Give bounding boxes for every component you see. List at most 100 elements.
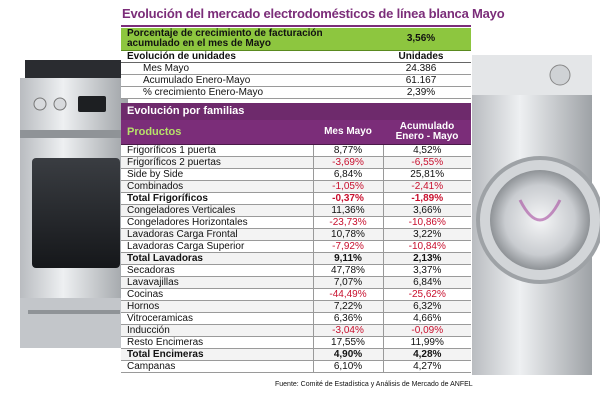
family-row: Vitroceramicas 6,36% 4,66% [121, 312, 471, 325]
families-panel: Evolución por familias Productos Mes May… [121, 103, 471, 373]
family-month-value: -23,73% [312, 216, 383, 229]
family-row: Lavavajillas 7,07% 6,84% [121, 276, 471, 289]
family-ytd-value: -1,89% [382, 192, 471, 205]
family-month-value: -3,04% [312, 324, 383, 337]
family-month-value: 6,36% [312, 312, 383, 325]
family-month-value: 7,22% [312, 300, 383, 313]
summary-row-value: 2,39% [371, 86, 471, 99]
family-row: Congeladores Verticales 11,36% 3,66% [121, 204, 471, 217]
family-name: Total Encimeras [121, 348, 313, 361]
family-month-value: 11,36% [312, 204, 383, 217]
title-underline [121, 25, 471, 27]
family-month-value: 6,84% [312, 168, 383, 181]
family-name: Vitroceramicas [121, 312, 313, 325]
families-header: Evolución por familias [121, 103, 471, 120]
family-month-value: 8,77% [312, 144, 383, 157]
growth-label: Porcentaje de crecimiento de facturación… [121, 28, 371, 51]
summary-panel: Porcentaje de crecimiento de facturación… [121, 28, 471, 99]
family-row: Campanas 6,10% 4,27% [121, 360, 471, 373]
family-ytd-value: 4,27% [382, 360, 471, 373]
family-ytd-value: 4,66% [382, 312, 471, 325]
family-name: Resto Encimeras [121, 336, 313, 349]
month-column-header: Mes Mayo [313, 120, 383, 145]
family-row: Lavadoras Carga Superior -7,92% -10,84% [121, 240, 471, 253]
family-row: Inducción -3,04% -0,09% [121, 324, 471, 337]
washing-machine-image [472, 55, 600, 375]
family-total-row: Total Frigoríficos -0,37% -1,89% [121, 192, 471, 205]
family-name: Total Frigoríficos [121, 192, 313, 205]
family-row: Frigoríficos 2 puertas -3,69% -6,55% [121, 156, 471, 169]
family-ytd-value: -0,09% [382, 324, 471, 337]
family-total-row: Total Lavadoras 9,11% 2,13% [121, 252, 471, 265]
family-ytd-value: -2,41% [382, 180, 471, 193]
family-name: Lavadoras Carga Superior [121, 240, 313, 253]
family-name: Frigoríficos 2 puertas [121, 156, 313, 169]
family-name: Lavavajillas [121, 276, 313, 289]
family-name: Inducción [121, 324, 313, 337]
family-name: Lavadoras Carga Frontal [121, 228, 313, 241]
family-ytd-value: 3,37% [382, 264, 471, 277]
family-month-value: -44,49% [312, 288, 383, 301]
family-month-value: 47,78% [312, 264, 383, 277]
page-title: Evolución del mercado electrodomésticos … [122, 6, 505, 21]
family-row: Hornos 7,22% 6,32% [121, 300, 471, 313]
family-ytd-value: -10,86% [382, 216, 471, 229]
family-row: Side by Side 6,84% 25,81% [121, 168, 471, 181]
family-name: Hornos [121, 300, 313, 313]
family-name: Side by Side [121, 168, 313, 181]
family-row: Cocinas -44,49% -25,62% [121, 288, 471, 301]
family-ytd-value: -25,62% [382, 288, 471, 301]
family-ytd-value: 4,52% [382, 144, 471, 157]
families-table-body: Frigoríficos 1 puerta 8,77% 4,52% Frigorífi… [121, 144, 471, 373]
family-month-value: 10,78% [312, 228, 383, 241]
family-row: Lavadoras Carga Frontal 10,78% 3,22% [121, 228, 471, 241]
family-month-value: -7,92% [312, 240, 383, 253]
family-row: Congeladores Horizontales -23,73% -10,86% [121, 216, 471, 229]
summary-row-value: 24.386 [371, 62, 471, 75]
summary-row-label: Acumulado Enero-Mayo [121, 74, 371, 87]
family-ytd-value: 3,22% [382, 228, 471, 241]
family-row: Secadoras 47,78% 3,37% [121, 264, 471, 277]
family-month-value: 17,55% [312, 336, 383, 349]
ytd-column-header: Acumulado Enero - Mayo [383, 120, 471, 145]
family-name: Frigoríficos 1 puerta [121, 144, 313, 157]
family-ytd-value: 2,13% [382, 252, 471, 265]
summary-row: Mes Mayo 24.386 [121, 62, 471, 75]
family-name: Congeladores Verticales [121, 204, 313, 217]
units-header: Evolución de unidades [121, 50, 371, 63]
summary-table: Porcentaje de crecimiento de facturación… [121, 28, 471, 99]
family-month-value: -3,69% [312, 156, 383, 169]
family-ytd-value: -10,84% [382, 240, 471, 253]
growth-row: Porcentaje de crecimiento de facturación… [121, 28, 471, 51]
family-ytd-value: 25,81% [382, 168, 471, 181]
family-month-value: 6,10% [312, 360, 383, 373]
summary-row-label: % crecimiento Enero-Mayo [121, 86, 371, 99]
families-table: Productos Mes Mayo Acumulado Enero - May… [121, 120, 471, 373]
family-name: Cocinas [121, 288, 313, 301]
family-name: Combinados [121, 180, 313, 193]
summary-row-value: 61.167 [371, 74, 471, 87]
units-column-header: Unidades [371, 50, 471, 63]
family-month-value: 9,11% [312, 252, 383, 265]
summary-row-label: Mes Mayo [121, 62, 371, 75]
units-header-row: Evolución de unidades Unidades [121, 50, 471, 63]
families-column-headers: Productos Mes Mayo Acumulado Enero - May… [121, 120, 471, 145]
family-month-value: -1,05% [312, 180, 383, 193]
family-ytd-value: 6,84% [382, 276, 471, 289]
family-row: Combinados -1,05% -2,41% [121, 180, 471, 193]
family-ytd-value: 11,99% [382, 336, 471, 349]
family-row: Resto Encimeras 17,55% 11,99% [121, 336, 471, 349]
family-ytd-value: 4,28% [382, 348, 471, 361]
family-month-value: 4,90% [312, 348, 383, 361]
stove-image [20, 60, 128, 348]
family-month-value: 7,07% [312, 276, 383, 289]
growth-value: 3,56% [371, 28, 471, 51]
family-name: Secadoras [121, 264, 313, 277]
family-ytd-value: -6,55% [382, 156, 471, 169]
source-note: Fuente: Comité de Estadística y Análisis… [275, 381, 473, 388]
summary-row: Acumulado Enero-Mayo 61.167 [121, 74, 471, 87]
family-month-value: -0,37% [312, 192, 383, 205]
family-ytd-value: 6,32% [382, 300, 471, 313]
family-name: Campanas [121, 360, 313, 373]
